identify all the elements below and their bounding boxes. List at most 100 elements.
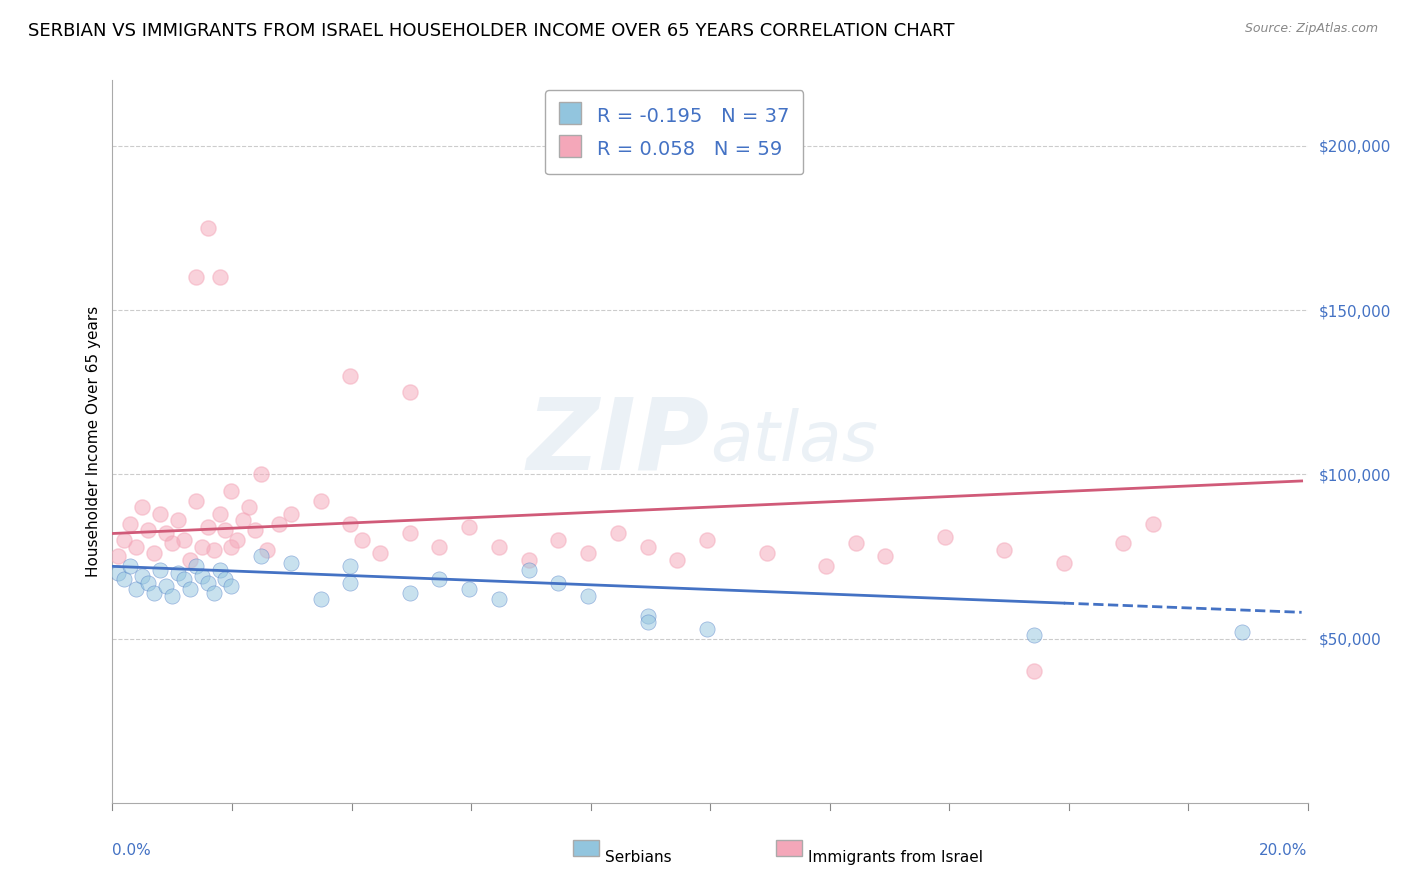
Point — [221, 579, 243, 593]
Point — [208, 563, 231, 577]
Point — [214, 573, 236, 587]
Point — [637, 540, 659, 554]
Point — [814, 559, 837, 574]
Point — [875, 549, 897, 564]
Point — [149, 507, 172, 521]
Point — [637, 615, 659, 630]
Point — [1022, 628, 1045, 642]
Point — [208, 270, 231, 285]
Point — [173, 533, 195, 547]
Text: Immigrants from Israel: Immigrants from Israel — [808, 850, 983, 864]
Text: atlas: atlas — [710, 408, 877, 475]
Point — [221, 483, 243, 498]
Point — [179, 553, 201, 567]
Point — [458, 582, 481, 597]
Point — [576, 546, 599, 560]
Point — [845, 536, 868, 550]
Point — [125, 540, 148, 554]
Point — [488, 592, 510, 607]
Point — [143, 585, 166, 599]
Point — [666, 553, 689, 567]
Point — [250, 467, 273, 482]
Point — [131, 500, 153, 515]
Text: 0.0%: 0.0% — [112, 843, 152, 857]
Point — [221, 540, 243, 554]
Point — [267, 516, 290, 531]
Point — [398, 526, 420, 541]
FancyBboxPatch shape — [572, 839, 599, 855]
Text: ZIP: ZIP — [527, 393, 710, 490]
Point — [934, 530, 956, 544]
Point — [339, 368, 361, 383]
Point — [309, 493, 332, 508]
Point — [197, 520, 219, 534]
Point — [107, 566, 129, 580]
Point — [131, 569, 153, 583]
FancyBboxPatch shape — [776, 839, 801, 855]
Point — [226, 533, 249, 547]
Point — [368, 546, 391, 560]
Point — [179, 582, 201, 597]
Point — [214, 523, 236, 537]
Point — [107, 549, 129, 564]
Point — [120, 559, 142, 574]
Point — [309, 592, 332, 607]
Point — [143, 546, 166, 560]
Point — [696, 533, 718, 547]
Point — [190, 569, 212, 583]
Point — [755, 546, 778, 560]
Point — [184, 559, 207, 574]
Point — [517, 553, 540, 567]
Y-axis label: Householder Income Over 65 years: Householder Income Over 65 years — [86, 306, 101, 577]
Point — [339, 559, 361, 574]
Point — [1022, 665, 1045, 679]
Point — [243, 523, 266, 537]
Point — [197, 221, 219, 235]
Point — [1053, 556, 1076, 570]
Point — [339, 516, 361, 531]
Point — [184, 493, 207, 508]
Point — [208, 507, 231, 521]
Point — [155, 526, 177, 541]
Point — [136, 523, 159, 537]
Point — [339, 575, 361, 590]
Point — [352, 533, 374, 547]
Point — [190, 540, 212, 554]
Point — [173, 573, 195, 587]
Point — [547, 533, 569, 547]
Point — [993, 542, 1015, 557]
Text: Source: ZipAtlas.com: Source: ZipAtlas.com — [1244, 22, 1378, 36]
Point — [429, 540, 451, 554]
Point — [458, 520, 481, 534]
Point — [112, 533, 135, 547]
Point — [517, 563, 540, 577]
Point — [696, 622, 718, 636]
Point — [1142, 516, 1164, 531]
Point — [160, 589, 183, 603]
Point — [637, 608, 659, 623]
Point — [160, 536, 183, 550]
Point — [250, 549, 273, 564]
Point — [232, 513, 254, 527]
Point — [488, 540, 510, 554]
Point — [184, 270, 207, 285]
Text: Serbians: Serbians — [605, 850, 672, 864]
Text: 20.0%: 20.0% — [1260, 843, 1308, 857]
Point — [136, 575, 159, 590]
Point — [120, 516, 142, 531]
Point — [167, 566, 190, 580]
Point — [398, 385, 420, 400]
Point — [429, 573, 451, 587]
Point — [197, 575, 219, 590]
Point — [547, 575, 569, 590]
Point — [256, 542, 278, 557]
Text: SERBIAN VS IMMIGRANTS FROM ISRAEL HOUSEHOLDER INCOME OVER 65 YEARS CORRELATION C: SERBIAN VS IMMIGRANTS FROM ISRAEL HOUSEH… — [28, 22, 955, 40]
Point — [576, 589, 599, 603]
Point — [606, 526, 628, 541]
Point — [280, 556, 302, 570]
Point — [112, 573, 135, 587]
Point — [202, 542, 225, 557]
Point — [238, 500, 260, 515]
Point — [280, 507, 302, 521]
Point — [1112, 536, 1135, 550]
